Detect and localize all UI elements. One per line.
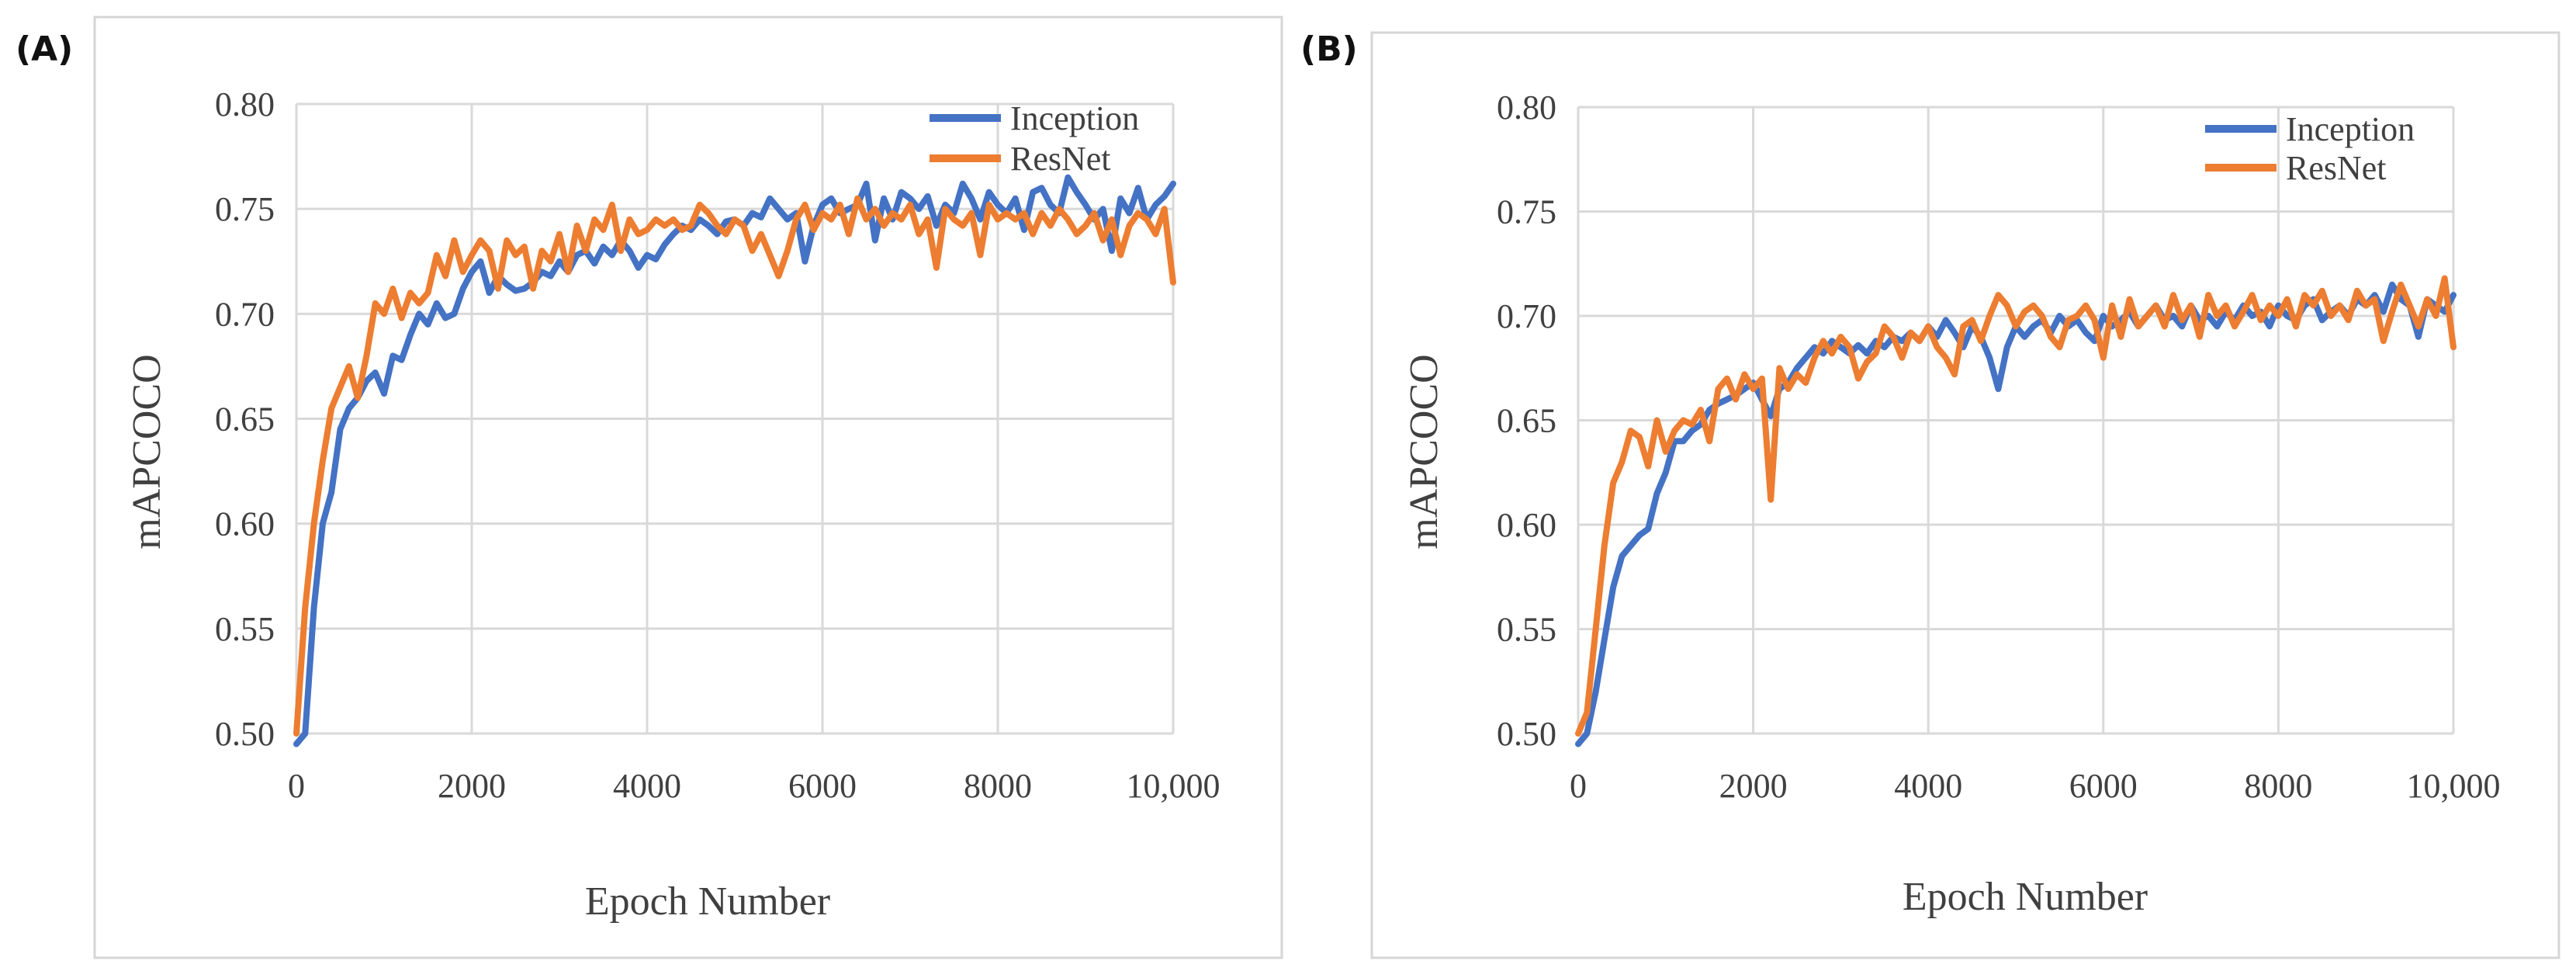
y-axis-title-a: mAPCOCO bbox=[125, 354, 169, 549]
x-axis-title-b: Epoch Number bbox=[1903, 875, 2148, 919]
legend-label-resnet-a: ResNet bbox=[1010, 140, 1111, 178]
y-tick-label: 0.65 bbox=[1497, 402, 1556, 440]
y-tick-labels-b: 0.50 0.55 0.60 0.65 0.70 0.75 0.80 bbox=[1497, 88, 1556, 753]
grid-b bbox=[1577, 106, 2455, 735]
y-tick-label: 0.65 bbox=[215, 401, 275, 439]
panel-label-a: (A) bbox=[16, 29, 73, 69]
y-tick-label: 0.50 bbox=[1497, 715, 1556, 753]
y-tick-label: 0.70 bbox=[1497, 297, 1556, 335]
legend-label-inception-b: Inception bbox=[2286, 110, 2415, 148]
chart-panel-b: (B) 0.50 0.55 0.60 0.65 0.70 0.75 0.80 0 2000 40… bbox=[1300, 29, 2560, 959]
y-tick-label: 0.55 bbox=[215, 610, 275, 648]
x-axis-title-a: Epoch Number bbox=[585, 879, 830, 924]
y-axis-title-b: mAPCOCO bbox=[1402, 354, 1446, 549]
legend-a: Inception ResNet bbox=[930, 99, 1139, 178]
y-tick-label: 0.60 bbox=[1497, 506, 1556, 544]
x-tick-label: 6000 bbox=[2069, 767, 2138, 805]
y-tick-label: 0.80 bbox=[1497, 88, 1556, 127]
series-line-resnet bbox=[293, 195, 1176, 737]
series-group-a bbox=[293, 174, 1176, 747]
x-tick-label: 10,000 bbox=[2407, 767, 2501, 805]
x-tick-label: 6000 bbox=[788, 767, 857, 805]
x-tick-label: 2000 bbox=[438, 767, 506, 805]
y-tick-labels-a: 0.50 0.55 0.60 0.65 0.70 0.75 0.80 bbox=[215, 85, 275, 753]
x-tick-label: 8000 bbox=[2244, 767, 2312, 805]
y-tick-label: 0.55 bbox=[1497, 611, 1556, 649]
x-tick-label: 4000 bbox=[613, 767, 681, 805]
series-line-resnet bbox=[1575, 275, 2457, 737]
y-tick-label: 0.75 bbox=[215, 190, 275, 228]
x-tick-labels-b: 0 2000 4000 6000 8000 10,000 bbox=[1570, 767, 2501, 805]
y-tick-label: 0.80 bbox=[215, 85, 275, 123]
y-tick-label: 0.70 bbox=[215, 295, 275, 333]
chart-panel-a: (A) 0.50 0.55 0.60 0.65 0.70 0.75 0.80 0 2000 40… bbox=[16, 16, 1283, 959]
y-tick-label: 0.50 bbox=[215, 715, 275, 753]
x-tick-label: 10,000 bbox=[1127, 767, 1220, 805]
x-tick-label: 4000 bbox=[1894, 767, 1962, 805]
x-tick-label: 2000 bbox=[1719, 767, 1788, 805]
y-tick-label: 0.60 bbox=[215, 505, 275, 543]
series-group-b bbox=[1575, 275, 2457, 747]
legend-b: Inception ResNet bbox=[2205, 110, 2415, 187]
x-tick-label: 0 bbox=[288, 767, 305, 805]
x-tick-label: 8000 bbox=[964, 767, 1032, 805]
y-tick-label: 0.75 bbox=[1497, 193, 1556, 231]
panel-label-b: (B) bbox=[1300, 29, 1358, 69]
x-tick-label: 0 bbox=[1570, 767, 1587, 805]
chart-frame-a bbox=[93, 16, 1283, 959]
legend-label-resnet-b: ResNet bbox=[2286, 149, 2387, 187]
legend-label-inception-a: Inception bbox=[1010, 99, 1139, 137]
chart-frame-b bbox=[1370, 31, 2560, 959]
x-tick-labels-a: 0 2000 4000 6000 8000 10,000 bbox=[288, 767, 1220, 805]
